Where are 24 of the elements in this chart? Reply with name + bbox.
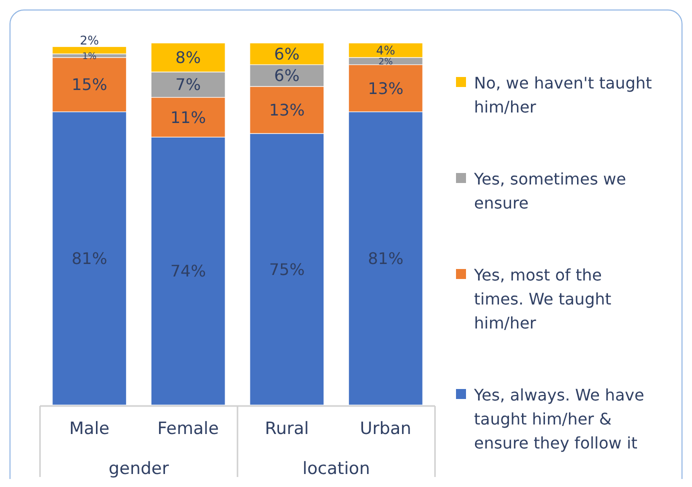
legend-label: No, we haven't taught him/her bbox=[474, 74, 652, 117]
data-label: 11% bbox=[170, 108, 206, 127]
data-label: 2% bbox=[80, 34, 99, 48]
data-label: 7% bbox=[175, 75, 201, 94]
data-label: 75% bbox=[269, 260, 305, 279]
x-tick-label: Rural bbox=[264, 419, 309, 439]
data-label: 13% bbox=[368, 78, 404, 98]
x-tick-label: Urban bbox=[360, 419, 412, 439]
data-label: 13% bbox=[269, 100, 305, 120]
data-label: 6% bbox=[274, 66, 300, 86]
x-tick-label: Male bbox=[69, 419, 110, 439]
legend-label: Yes, sometimes we ensure bbox=[473, 170, 626, 213]
text: gender bbox=[108, 459, 169, 479]
data-label: 4% bbox=[376, 43, 396, 58]
data-label: 8% bbox=[175, 48, 201, 68]
x-tick-label: Female bbox=[157, 419, 219, 439]
data-label: 15% bbox=[72, 75, 108, 94]
legend-label: Yes, most of the times. We taught him/her bbox=[473, 266, 612, 333]
data-label: 6% bbox=[274, 44, 300, 64]
data-label: 81% bbox=[368, 248, 404, 268]
text: Yes, always. We have taught him/her & ensure they follow it bbox=[473, 386, 644, 453]
data-label: 81% bbox=[72, 248, 108, 268]
data-label: 74% bbox=[170, 262, 206, 281]
text: location bbox=[302, 459, 370, 479]
